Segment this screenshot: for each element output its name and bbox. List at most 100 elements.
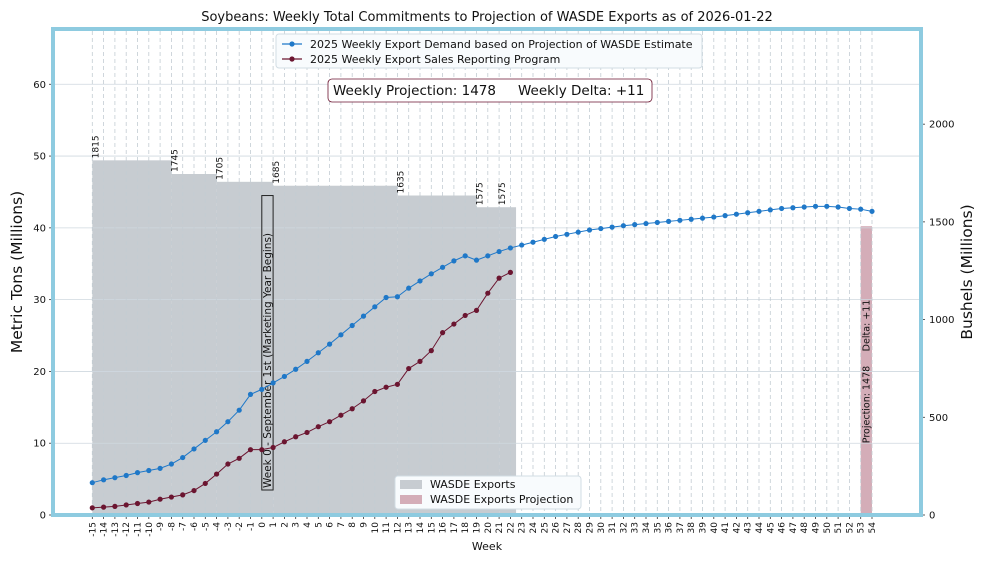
sales-point	[89, 505, 95, 511]
demand-point	[281, 373, 287, 380]
demand-point	[632, 222, 638, 228]
demand-point	[722, 213, 728, 219]
x-tick-label: 29	[586, 522, 596, 534]
x-tick-label: 4	[303, 522, 313, 528]
demand-point	[349, 322, 355, 329]
demand-point	[643, 220, 649, 227]
x-tick-label: 28	[574, 522, 584, 534]
x-tick-label: 53	[857, 522, 867, 533]
week-vlines	[91, 31, 873, 515]
demand-point	[620, 223, 627, 229]
demand-point	[553, 233, 559, 240]
sales-point	[315, 424, 321, 430]
sales-point	[259, 447, 265, 453]
demand-point	[247, 391, 254, 397]
x-tick-label: -8	[167, 522, 177, 531]
x-tick-label: 46	[778, 522, 788, 534]
sales-point	[451, 321, 457, 327]
x-tick-label: 15	[427, 522, 437, 533]
demand-point	[745, 210, 751, 216]
sales-point	[236, 455, 242, 461]
delta-bar-label: Delta: +11	[862, 300, 873, 352]
wasde-bar	[273, 185, 398, 516]
demand-point	[89, 480, 95, 486]
legend-demand-marker	[289, 41, 295, 47]
x-tick-label: -9	[156, 522, 166, 531]
wasde-bar-label: 1745	[170, 149, 180, 172]
x-tick-label: 27	[563, 522, 573, 533]
chart-title: Soybeans: Weekly Total Commitments to Pr…	[201, 10, 773, 25]
x-tick-label: 48	[800, 522, 810, 534]
x-tick-label: -3	[224, 522, 234, 531]
x-tick-label: 43	[744, 522, 754, 533]
grid	[53, 83, 921, 444]
x-tick-label: 33	[631, 522, 641, 533]
x-tick-label: 32	[619, 522, 629, 533]
sales-point	[180, 492, 186, 498]
y-tick-label-right: 1000	[929, 315, 954, 326]
demand-point	[654, 219, 660, 226]
demand-point	[191, 446, 197, 452]
y-tick-label-right: 500	[929, 413, 948, 424]
x-tick-label: 47	[789, 522, 799, 533]
weekly-delta-text: Weekly Delta: +11	[518, 83, 644, 99]
demand-point	[733, 211, 740, 217]
y-tick-label-left: 50	[33, 152, 46, 163]
x-tick-label: 52	[845, 522, 855, 533]
demand-point	[236, 407, 242, 413]
y-tick-label-right: 0	[929, 511, 935, 522]
x-tick-label: 19	[473, 522, 483, 534]
demand-point	[327, 341, 333, 347]
demand-point	[134, 470, 141, 476]
demand-point	[338, 332, 344, 338]
x-tick-label: 3	[292, 522, 302, 528]
sales-point	[327, 419, 333, 425]
x-tick-label: 18	[461, 522, 471, 534]
legend-top-box	[275, 33, 703, 69]
demand-point	[112, 475, 118, 481]
demand-point	[473, 257, 480, 263]
demand-point	[666, 218, 672, 224]
legend-bottom-box	[394, 475, 582, 510]
x-tick-label: -2	[235, 522, 245, 531]
sales-point	[293, 434, 299, 440]
x-tick-label: -11	[134, 522, 144, 537]
x-tick-label: 40	[710, 522, 720, 534]
x-tick-label: -5	[201, 522, 211, 531]
sales-point	[101, 504, 107, 510]
demand-point	[270, 380, 276, 386]
x-tick-label: 24	[529, 522, 539, 534]
weekly-projection-text: Weekly Projection: 1478	[333, 83, 496, 99]
x-tick-label: 17	[450, 522, 460, 533]
x-tick-label: 26	[552, 522, 562, 534]
demand-point	[812, 203, 819, 209]
x-tick-label: 1	[269, 522, 279, 528]
x-tick-label: 41	[721, 522, 731, 533]
wasde-bar	[499, 207, 517, 515]
sales-point	[157, 496, 163, 502]
wasde-bar	[397, 195, 477, 515]
projection-bar-label: Projection: 1478	[862, 366, 873, 443]
demand-point	[315, 350, 321, 356]
demand-point	[767, 207, 773, 213]
x-tick-label: 0	[258, 522, 268, 528]
sales-point	[281, 439, 287, 445]
sales-point	[270, 444, 276, 451]
wasde-bar-label: 1575	[498, 182, 508, 205]
sales-point	[168, 494, 174, 500]
legend-sales-label: 2025 Weekly Export Sales Reporting Progr…	[310, 53, 560, 66]
y-tick-label-left: 10	[33, 439, 46, 450]
x-tick-label: -10	[145, 522, 155, 537]
x-tick-label: 34	[642, 522, 652, 534]
demand-point	[564, 231, 570, 237]
x-tick-label: -12	[122, 522, 132, 537]
demand-point	[214, 429, 220, 435]
x-tick-label: 13	[405, 522, 415, 533]
demand-point	[157, 465, 163, 471]
y-tick-label-left: 20	[33, 367, 46, 378]
y-tick-label-right: 2000	[929, 120, 954, 131]
demand-point	[756, 208, 762, 214]
sales-point	[406, 365, 412, 372]
demand-point	[835, 204, 841, 210]
